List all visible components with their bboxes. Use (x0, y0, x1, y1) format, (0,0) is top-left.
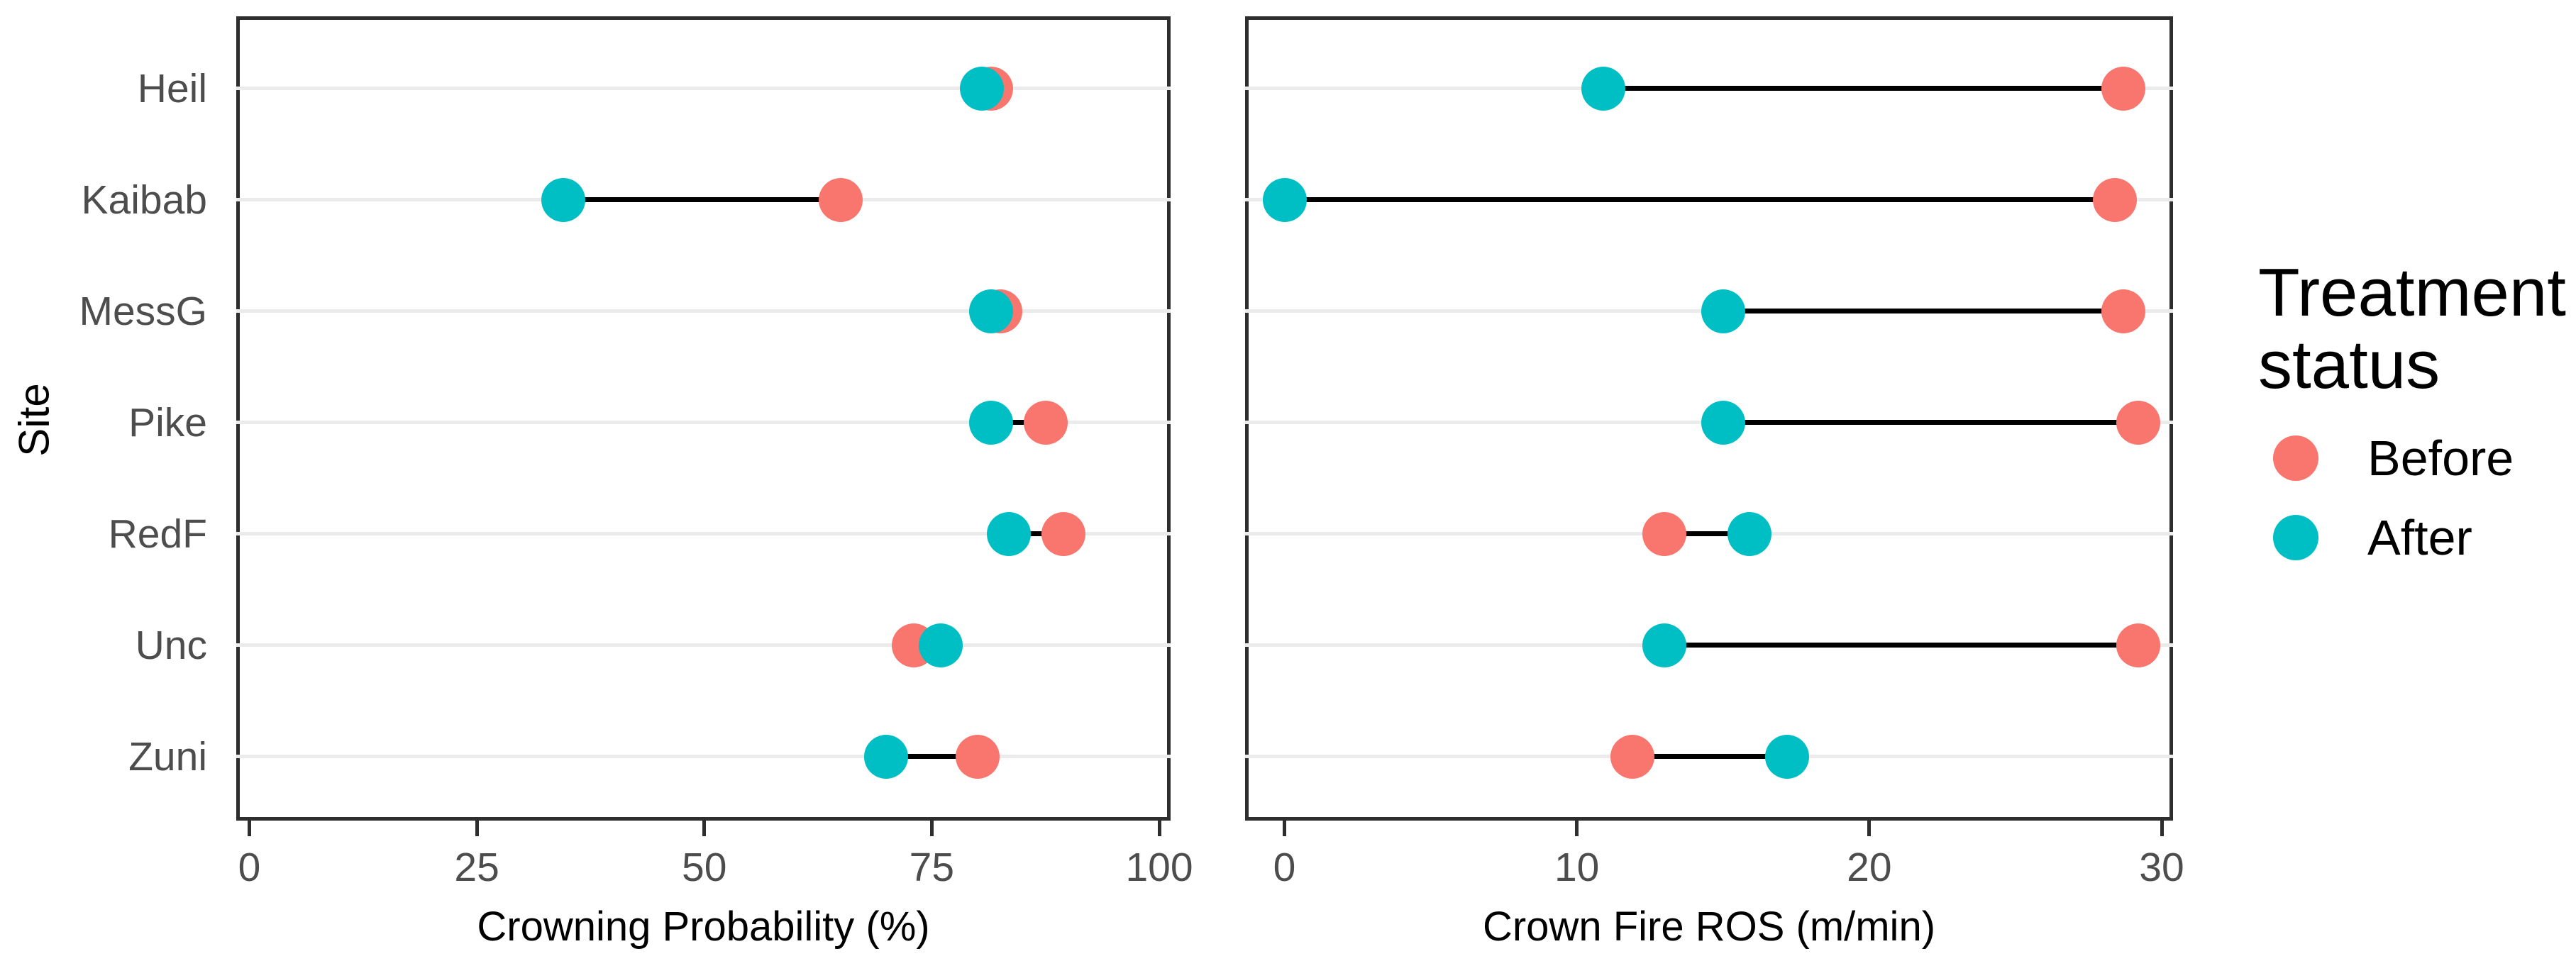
after-dot (1701, 289, 1745, 333)
x-tick-mark (1283, 821, 1286, 836)
x-tick-mark (702, 821, 707, 836)
x-tick-mark (1867, 821, 1872, 836)
x-tick-mark (2160, 821, 2164, 836)
grid-line (236, 755, 1171, 758)
x-tick-label: 0 (238, 845, 261, 890)
after-dot (1701, 401, 1745, 445)
legend-title: Treatment status (2258, 255, 2566, 403)
dumbbell-connector (1632, 754, 1788, 759)
grid-line (236, 309, 1171, 313)
before-dot (2093, 178, 2138, 222)
before-dot (2101, 67, 2146, 111)
x-axis-title: Crown Fire ROS (m/min) (1482, 904, 1936, 950)
x-tick-label: 25 (454, 845, 499, 890)
dumbbell-connector (1603, 86, 2124, 91)
x-tick-label: 20 (1847, 845, 1892, 890)
before-dot (2116, 401, 2161, 445)
dumbbell-connector (563, 197, 841, 202)
dumbbell-connector (1664, 531, 1749, 536)
after-dot (541, 178, 585, 222)
before-dot (2101, 289, 2146, 333)
site-label: Zuni (128, 734, 207, 779)
after-dot (1765, 735, 1810, 779)
before-dot (1023, 401, 1068, 445)
x-tick-mark (1157, 821, 1161, 836)
after-dot (959, 67, 1004, 111)
grid-line (236, 643, 1171, 647)
x-tick-label: 50 (682, 845, 727, 890)
x-tick-mark (1575, 821, 1579, 836)
legend-key-dot-before (2273, 435, 2318, 481)
x-tick-mark (475, 821, 479, 836)
x-tick-label: 100 (1125, 845, 1193, 890)
x-axis-title: Crowning Probability (%) (477, 904, 930, 950)
dumbbell-connector (1723, 309, 2124, 313)
site-label: MessG (79, 289, 207, 334)
x-tick-label: 10 (1554, 845, 1600, 890)
x-tick-label: 0 (1273, 845, 1296, 890)
before-dot (819, 178, 863, 222)
before-dot (955, 735, 1000, 779)
grid-line (236, 421, 1171, 424)
dumbbell-connector (990, 420, 1046, 425)
x-tick-mark (248, 821, 251, 836)
legend-key-dot-after (2273, 515, 2318, 560)
dumbbell-connector (1664, 643, 2139, 648)
right-panel-crown-fire-ros (1245, 16, 2173, 821)
site-label: Pike (128, 400, 207, 445)
after-dot (1262, 178, 1307, 222)
site-label: RedF (108, 511, 207, 557)
site-label: Heil (137, 66, 207, 111)
dumbbell-connector (1284, 197, 2116, 202)
site-label: Unc (135, 623, 207, 668)
after-dot (987, 512, 1032, 556)
after-dot (968, 289, 1013, 333)
after-dot (864, 735, 909, 779)
after-dot (1581, 67, 1625, 111)
dumbbell-connector (1009, 531, 1064, 536)
legend-label: After (2367, 510, 2472, 565)
legend-label: Before (2367, 431, 2514, 486)
after-dot (1642, 623, 1687, 667)
left-panel-crowning-probability (236, 16, 1171, 821)
before-dot (1610, 735, 1654, 779)
after-dot (968, 401, 1013, 445)
after-dot (919, 623, 963, 667)
before-dot (1642, 512, 1687, 556)
grid-line (236, 87, 1171, 90)
x-tick-label: 30 (2139, 845, 2184, 890)
after-dot (1727, 512, 1771, 556)
before-dot (1041, 512, 1086, 556)
site-label: Kaibab (81, 177, 208, 223)
dumbbell-connector (886, 754, 978, 759)
before-dot (2116, 623, 2161, 667)
dumbbell-connector (1723, 420, 2139, 425)
grid-line (236, 532, 1171, 535)
x-tick-label: 75 (909, 845, 955, 890)
x-tick-mark (929, 821, 934, 836)
